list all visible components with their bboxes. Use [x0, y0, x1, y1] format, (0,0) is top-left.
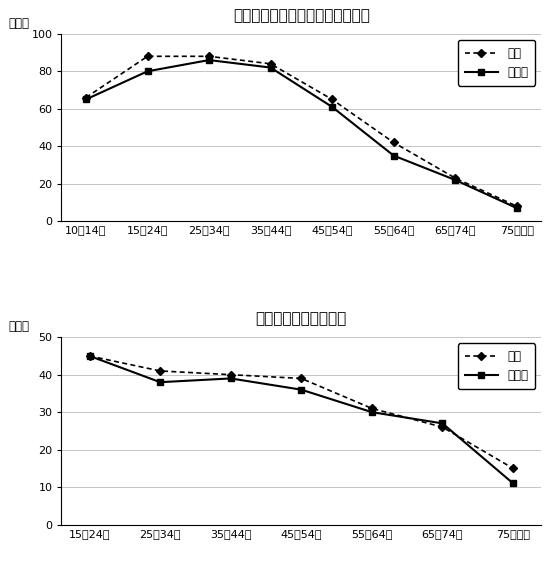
- 茨城県: [206, 56, 213, 63]
- 茨城県: [439, 420, 446, 427]
- 全国: [267, 60, 274, 67]
- Line: 茨城県: 茨城県: [83, 57, 519, 211]
- 全国: [83, 94, 89, 101]
- Legend: 全国, 茨城県: 全国, 茨城県: [458, 343, 535, 389]
- 全国: [513, 202, 520, 209]
- 茨城県: [298, 386, 305, 393]
- 全国: [439, 424, 446, 430]
- 茨城県: [228, 375, 234, 382]
- 茨城県: [368, 409, 375, 416]
- Line: 茨城県: 茨城県: [86, 353, 516, 486]
- 全国: [390, 139, 397, 146]
- 茨城県: [509, 480, 516, 487]
- 茨城県: [267, 64, 274, 71]
- 茨城県: [513, 205, 520, 212]
- Line: 全国: 全国: [86, 353, 516, 472]
- 全国: [206, 53, 213, 60]
- 茨城県: [390, 152, 397, 159]
- 全国: [228, 371, 234, 378]
- Title: 図７－２　学習・研究: 図７－２ 学習・研究: [256, 311, 347, 327]
- Title: 図７－１　インターネットの利用: 図７－１ インターネットの利用: [233, 8, 370, 23]
- 全国: [509, 465, 516, 472]
- 全国: [329, 96, 335, 103]
- 茨城県: [157, 379, 163, 386]
- 茨城県: [329, 104, 335, 111]
- 全国: [368, 405, 375, 412]
- 全国: [86, 352, 93, 359]
- 茨城県: [83, 96, 89, 103]
- 全国: [157, 368, 163, 374]
- 全国: [144, 53, 151, 60]
- 茨城県: [86, 352, 93, 359]
- Legend: 全国, 茨城県: 全国, 茨城県: [458, 39, 535, 86]
- 茨城県: [144, 68, 151, 74]
- 茨城県: [452, 177, 459, 183]
- Text: （％）: （％）: [8, 320, 30, 333]
- Text: （％）: （％）: [8, 17, 30, 30]
- 全国: [452, 175, 459, 182]
- Line: 全国: 全国: [83, 53, 519, 209]
- 全国: [298, 375, 305, 382]
